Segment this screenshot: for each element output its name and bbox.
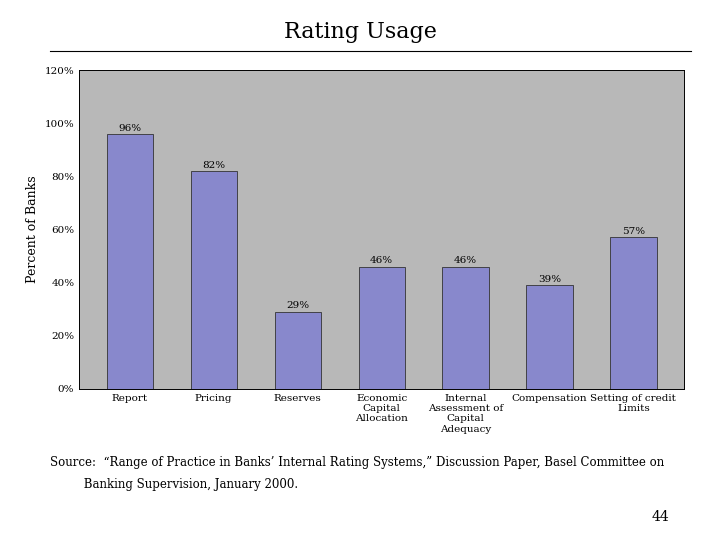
Bar (107, 134, 153, 389)
Text: 39%: 39% (538, 275, 561, 284)
Bar (611, 238, 657, 389)
Text: 44: 44 (652, 510, 670, 524)
Text: 46%: 46% (454, 256, 477, 265)
Bar (443, 267, 489, 389)
Text: Rating Usage: Rating Usage (284, 21, 436, 43)
Text: 96%: 96% (118, 124, 141, 133)
Bar (274, 312, 320, 389)
Text: Source:  “Range of Practice in Banks’ Internal Rating Systems,” Discussion Paper: Source: “Range of Practice in Banks’ Int… (50, 456, 665, 469)
Text: 46%: 46% (370, 256, 393, 265)
Bar (359, 267, 405, 389)
Y-axis label: Percent of Banks: Percent of Banks (26, 176, 39, 284)
Text: 29%: 29% (286, 301, 309, 310)
Bar (191, 171, 237, 389)
Text: 57%: 57% (622, 227, 645, 236)
Text: Banking Supervision, January 2000.: Banking Supervision, January 2000. (50, 478, 299, 491)
Bar (526, 285, 572, 389)
Text: 82%: 82% (202, 161, 225, 170)
